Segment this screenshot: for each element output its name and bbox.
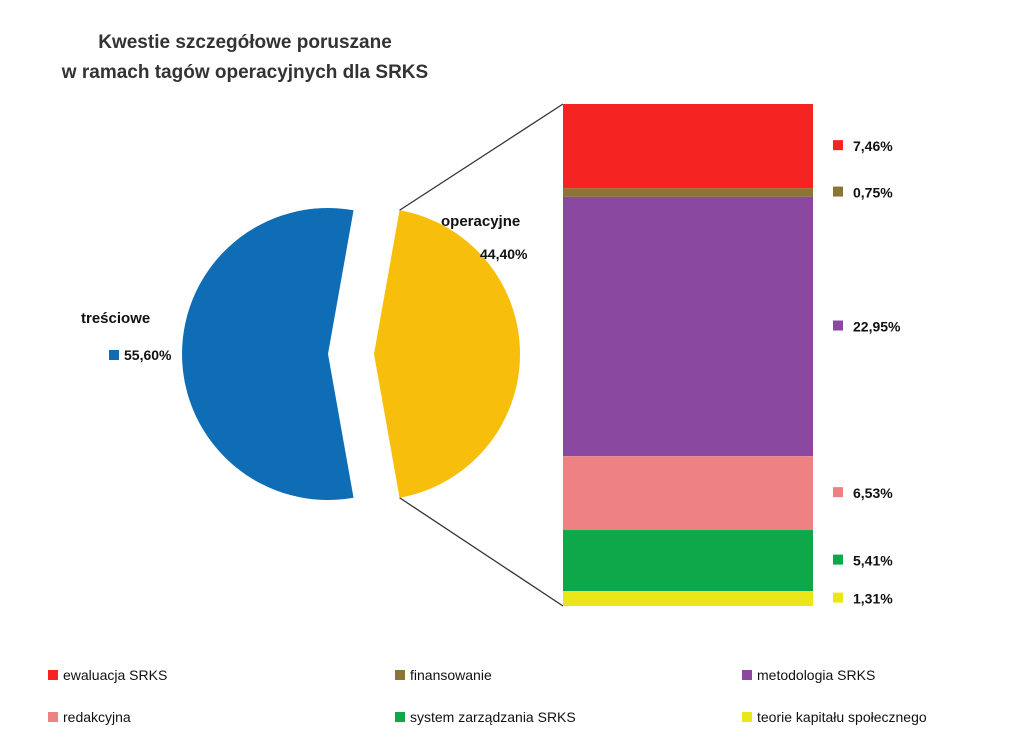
stacked-bar: [563, 104, 813, 606]
bar-label-redakcyjna: 6,53%: [853, 485, 893, 501]
legend-label-ewaluacja-srks: ewaluacja SRKS: [63, 667, 167, 683]
connector-line-top: [399, 103, 564, 211]
legend-item-system-zarzadzania-srks: system zarządzania SRKS: [395, 709, 576, 725]
pie-label-marker-tresciowe: [109, 350, 119, 360]
connector-line-bottom: [399, 497, 564, 607]
pie-label-marker-operacyjne: [465, 249, 475, 259]
bar-connector-lines: [399, 103, 564, 607]
legend-item-redakcyjna: redakcyjna: [48, 709, 131, 725]
bar-segment-finansowanie: [563, 188, 813, 197]
bar-labels: 7,46% 0,75% 22,95% 6,53% 5,41% 1,31%: [833, 138, 901, 607]
bar-segment-teorie-kapitalu-spolecznego: [563, 591, 813, 606]
legend-item-teorie-kapitalu-spolecznego: teorie kapitału społecznego: [742, 709, 927, 725]
bar-label-teorie-kapitalu-spolecznego: 1,31%: [853, 591, 893, 607]
pie-label-tresciowe: treściowe: [81, 310, 150, 327]
pie-value-operacyjne: 44,40%: [480, 246, 528, 262]
pie-value-tresciowe: 55,60%: [124, 347, 172, 363]
legend-marker-ewaluacja-srks: [48, 670, 58, 680]
legend-label-finansowanie: finansowanie: [410, 667, 492, 683]
legend-item-metodologia-srks: metodologia SRKS: [742, 667, 875, 683]
legend: ewaluacja SRKS finansowanie metodologia SR…: [48, 667, 927, 725]
pie-label-operacyjne: operacyjne: [441, 213, 520, 230]
bar-label-marker-metodologia-srks: [833, 320, 843, 331]
bar-segment-ewaluacja-srks: [563, 104, 813, 189]
chart-title-line-2: w ramach tagów operacyjnych dla SRKS: [61, 62, 428, 83]
legend-marker-finansowanie: [395, 670, 405, 680]
bar-label-marker-system-zarzadzania-srks: [833, 554, 843, 565]
bar-label-finansowanie: 0,75%: [853, 185, 893, 201]
bar-segment-system-zarzadzania-srks: [563, 530, 813, 592]
legend-item-finansowanie: finansowanie: [395, 667, 492, 683]
bar-label-marker-teorie-kapitalu-spolecznego: [833, 592, 843, 603]
bar-segment-redakcyjna: [563, 456, 813, 531]
bar-label-marker-ewaluacja-srks: [833, 140, 843, 151]
bar-label-ewaluacja-srks: 7,46%: [853, 138, 893, 154]
bar-segment-metodologia-srks: [563, 196, 813, 457]
legend-label-redakcyjna: redakcyjna: [63, 709, 131, 725]
chart-title: Kwestie szczegółowe poruszane w ramach t…: [61, 32, 428, 83]
pie-slice-operacyjne: [374, 210, 521, 498]
bar-label-marker-finansowanie: [833, 186, 843, 197]
pie-labels: treściowe 55,60% operacyjne 44,40%: [81, 213, 528, 363]
legend-item-ewaluacja-srks: ewaluacja SRKS: [48, 667, 167, 683]
pie: [182, 208, 521, 501]
legend-marker-system-zarzadzania-srks: [395, 712, 405, 722]
legend-marker-teorie-kapitalu-spolecznego: [742, 712, 752, 722]
bar-label-marker-redakcyjna: [833, 487, 843, 498]
chart-title-line-1: Kwestie szczegółowe poruszane: [98, 32, 392, 53]
legend-label-system-zarzadzania-srks: system zarządzania SRKS: [410, 709, 576, 725]
legend-marker-metodologia-srks: [742, 670, 752, 680]
legend-label-metodologia-srks: metodologia SRKS: [757, 667, 875, 683]
legend-marker-redakcyjna: [48, 712, 58, 722]
pie-slice-tresciowe: [182, 208, 354, 501]
legend-label-teorie-kapitalu-spolecznego: teorie kapitału społecznego: [757, 709, 927, 725]
bar-label-system-zarzadzania-srks: 5,41%: [853, 553, 893, 569]
bar-label-metodologia-srks: 22,95%: [853, 319, 901, 335]
